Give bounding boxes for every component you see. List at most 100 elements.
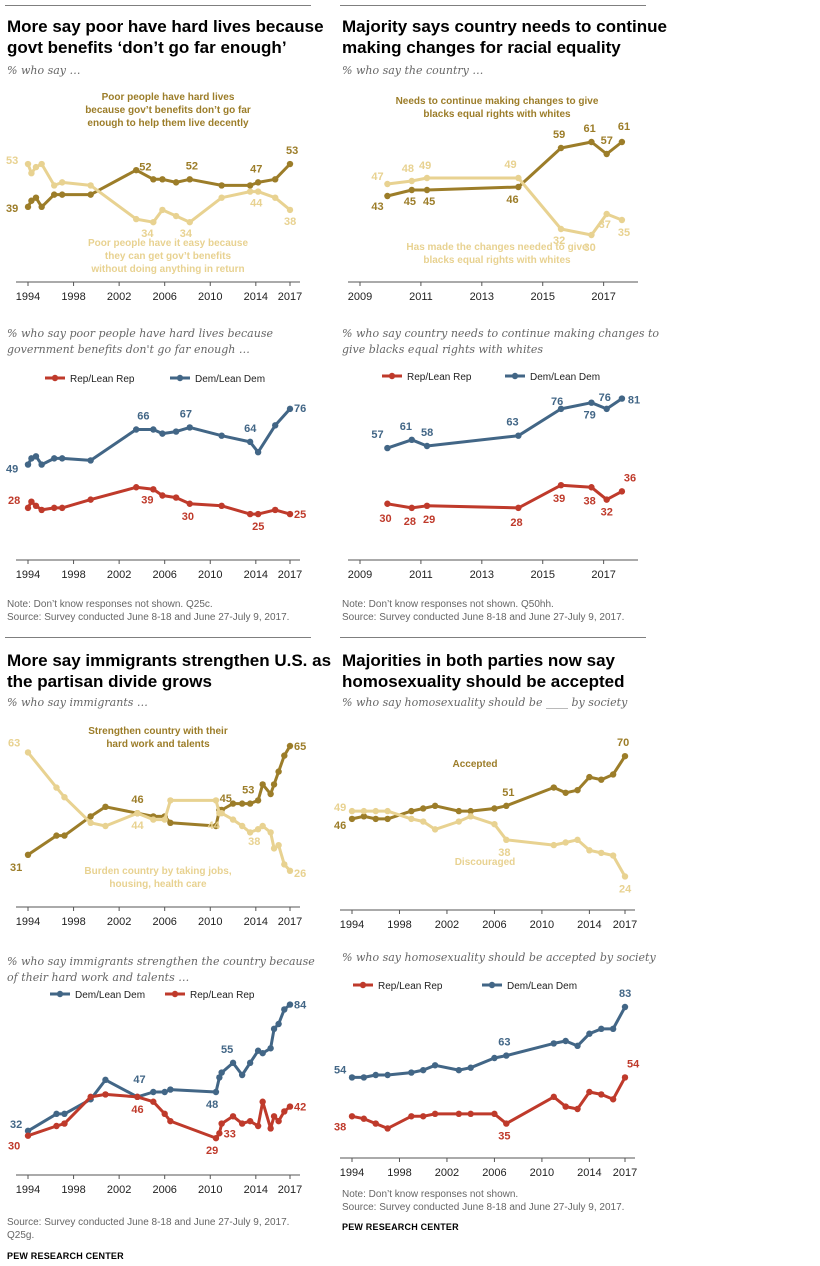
poor_party-data-point — [28, 498, 35, 505]
race_total-data-point — [557, 144, 565, 152]
poor_party-data-point — [186, 500, 193, 507]
immig_total-data-point — [238, 800, 246, 807]
immig_party-data-label: 32 — [10, 1119, 22, 1131]
immig_total-data-point — [87, 813, 94, 820]
immig_total-data-point — [61, 794, 68, 801]
poor_party-data-point — [246, 438, 254, 446]
race_party-x-tick-label: 2009 — [348, 569, 372, 581]
poor_party-data-point — [286, 510, 294, 518]
homo_party-data-point — [431, 1062, 439, 1069]
immig_total-data-label: 26 — [294, 868, 306, 880]
immig_total-data-label: 45 — [220, 793, 232, 805]
immig_party-data-label: 46 — [131, 1104, 143, 1116]
immig_party-data-point — [238, 1071, 246, 1079]
poor_party-legend-dot — [176, 374, 184, 382]
immig_total-data-point — [87, 819, 94, 826]
immig_total-data-label: 65 — [294, 741, 306, 753]
homo_party-data-point — [503, 1120, 510, 1127]
immig_party-data-label: 29 — [206, 1145, 218, 1157]
poor_party-data-point — [218, 502, 225, 510]
immig_total-x-tick-label: 2002 — [107, 916, 131, 928]
homo_total-data-point — [467, 813, 474, 820]
poor_total-data-point — [87, 191, 94, 198]
homo_party-legend-label: Dem/Lean Dem — [507, 981, 577, 992]
poor_party-data-point — [32, 453, 40, 460]
poor-panel-subtitle-top: % who say … — [7, 64, 81, 77]
poor_party-data-point — [286, 405, 294, 413]
immig_total-data-label: 44 — [131, 820, 144, 832]
immig_total-x-tick-label: 2006 — [152, 916, 176, 928]
homo_party-data-point — [360, 1074, 368, 1081]
poor_party-data-point — [24, 504, 32, 512]
homo_total-data-point — [598, 849, 605, 857]
immig_total-data-point — [53, 832, 60, 839]
homo_party-data-point — [384, 1125, 391, 1132]
immig_party-data-point — [24, 1127, 32, 1135]
homo_total-series-label: Accepted — [452, 759, 497, 770]
race-panel-subtitle-top: % who say the country … — [342, 64, 484, 77]
poor_party-data-point — [58, 455, 66, 462]
homo-panel-subtitle-top: % who say homosexuality should be ____ b… — [342, 696, 628, 709]
immig_party-data-point — [259, 1098, 266, 1105]
immig_party-legend-label: Dem/Lean Dem — [75, 990, 145, 1001]
race_total-x-tick-label: 2017 — [591, 291, 615, 303]
immig_party-data-point — [212, 1088, 220, 1096]
homo_total-data-point — [586, 773, 593, 781]
homo_party-data-point — [348, 1074, 356, 1081]
poor_party-series-line — [26, 485, 291, 516]
poor_party-data-point — [172, 428, 180, 435]
immig_party-data-point — [267, 1125, 274, 1132]
poor_total-data-label: 47 — [250, 163, 262, 175]
homo_party-data-point — [455, 1066, 463, 1074]
poor_total-data-point — [32, 194, 40, 201]
homo_party-data-point — [586, 1088, 593, 1096]
poor_total-data-point — [246, 182, 254, 189]
race_party-data-point — [384, 444, 391, 452]
race_party-data-point — [423, 502, 431, 510]
poor_party-data-point — [271, 506, 279, 514]
immig_party-data-point — [229, 1059, 237, 1067]
race_party-data-label: 76 — [599, 392, 611, 404]
homo_total-data-point — [408, 815, 415, 823]
immig_total-data-point — [259, 781, 266, 788]
homo_total-data-point — [384, 815, 391, 823]
poor_total-data-point — [172, 212, 180, 220]
homo_total-data-point — [360, 807, 368, 815]
immig_total-data-point — [281, 861, 288, 868]
poor_party-data-label: 76 — [294, 403, 306, 415]
immig_total-data-point — [212, 822, 220, 830]
homo_total-data-point — [455, 807, 463, 815]
poor_total-x-tick-label: 2014 — [244, 291, 268, 303]
homo_total-data-point — [562, 789, 569, 796]
immig_total-data-point — [275, 842, 282, 849]
poor_party-x-tick-label: 2002 — [107, 569, 131, 581]
race_party-data-point — [588, 399, 595, 406]
homo_party-data-point — [467, 1064, 474, 1071]
race_party-x-tick-label: 2011 — [409, 569, 433, 581]
poor_total-data-point — [51, 191, 58, 198]
immig_total-data-point — [102, 822, 109, 830]
homo_total-data-point — [562, 839, 569, 846]
race_party-data-label: 36 — [624, 472, 636, 484]
immig_party-data-point — [275, 1020, 282, 1028]
race_party-legend-dot — [511, 372, 519, 380]
immig_party-series-line — [27, 1092, 291, 1140]
poor_party-series-line — [26, 407, 292, 467]
homo_party-data-point — [408, 1069, 415, 1076]
homo_total-data-point — [348, 815, 356, 823]
homo_total-data-point — [609, 771, 617, 778]
immig-panel-subtitle-bottom: % who say immigrants strengthen the coun… — [7, 955, 315, 984]
homo_total-data-point — [609, 852, 617, 859]
race_total-data-label: 32 — [553, 235, 565, 247]
homo_party-data-label: 63 — [498, 1037, 510, 1049]
homo_total-data-point — [431, 826, 439, 833]
poor_total-data-point — [133, 166, 140, 174]
immig_party-data-point — [167, 1086, 174, 1093]
poor_total-data-point — [254, 179, 262, 186]
poor_party-data-point — [87, 496, 94, 503]
immig_party-data-point — [150, 1098, 157, 1105]
race_total-data-label: 57 — [601, 135, 613, 147]
immig_total-data-point — [267, 790, 274, 798]
immig_party-data-point — [286, 1001, 294, 1008]
